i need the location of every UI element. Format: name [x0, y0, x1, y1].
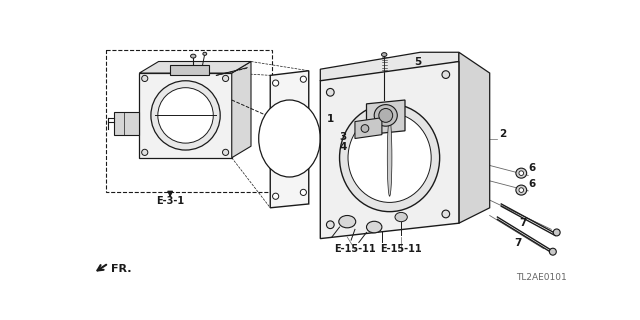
Text: 7: 7 — [515, 238, 522, 248]
Polygon shape — [232, 61, 251, 158]
Text: 5: 5 — [414, 57, 422, 67]
Text: FR.: FR. — [111, 264, 131, 275]
Text: 6: 6 — [528, 179, 536, 189]
Ellipse shape — [151, 81, 220, 150]
Ellipse shape — [326, 88, 334, 96]
Polygon shape — [170, 65, 209, 75]
Text: 7: 7 — [519, 218, 526, 228]
Ellipse shape — [387, 119, 392, 196]
Ellipse shape — [519, 171, 524, 175]
Ellipse shape — [339, 215, 356, 228]
Polygon shape — [355, 118, 382, 139]
Ellipse shape — [367, 221, 382, 233]
Ellipse shape — [553, 229, 560, 236]
Text: 6: 6 — [528, 163, 536, 173]
Text: E-15-11: E-15-11 — [380, 244, 422, 254]
Text: E-15-11: E-15-11 — [334, 244, 376, 254]
Ellipse shape — [340, 104, 440, 212]
Polygon shape — [140, 61, 251, 73]
Polygon shape — [320, 61, 459, 239]
Polygon shape — [140, 73, 232, 158]
Ellipse shape — [141, 75, 148, 82]
Ellipse shape — [516, 168, 527, 178]
Text: 2: 2 — [499, 129, 506, 139]
Ellipse shape — [381, 53, 387, 57]
Text: E-3-1: E-3-1 — [156, 196, 184, 206]
Ellipse shape — [326, 221, 334, 228]
Polygon shape — [320, 52, 459, 81]
Polygon shape — [459, 52, 490, 223]
Ellipse shape — [223, 149, 228, 156]
Ellipse shape — [374, 105, 397, 126]
Ellipse shape — [273, 193, 279, 199]
Bar — [106, 50, 272, 192]
Ellipse shape — [158, 88, 213, 143]
Ellipse shape — [549, 248, 556, 255]
Ellipse shape — [300, 189, 307, 196]
Ellipse shape — [361, 124, 369, 132]
Ellipse shape — [141, 149, 148, 156]
Ellipse shape — [348, 113, 431, 203]
Ellipse shape — [379, 108, 393, 122]
Ellipse shape — [519, 188, 524, 192]
Ellipse shape — [442, 71, 450, 78]
Ellipse shape — [395, 212, 407, 222]
Ellipse shape — [273, 80, 279, 86]
Polygon shape — [367, 100, 405, 135]
Text: 3: 3 — [339, 132, 346, 142]
Text: 4: 4 — [339, 142, 346, 152]
Ellipse shape — [259, 100, 320, 177]
Ellipse shape — [203, 52, 207, 55]
Polygon shape — [114, 112, 140, 135]
Ellipse shape — [223, 75, 228, 82]
Ellipse shape — [191, 54, 196, 58]
Text: 1: 1 — [326, 114, 333, 124]
Polygon shape — [270, 71, 308, 208]
Ellipse shape — [300, 76, 307, 82]
Ellipse shape — [516, 185, 527, 195]
Text: TL2AE0101: TL2AE0101 — [516, 273, 566, 282]
Ellipse shape — [442, 210, 450, 218]
